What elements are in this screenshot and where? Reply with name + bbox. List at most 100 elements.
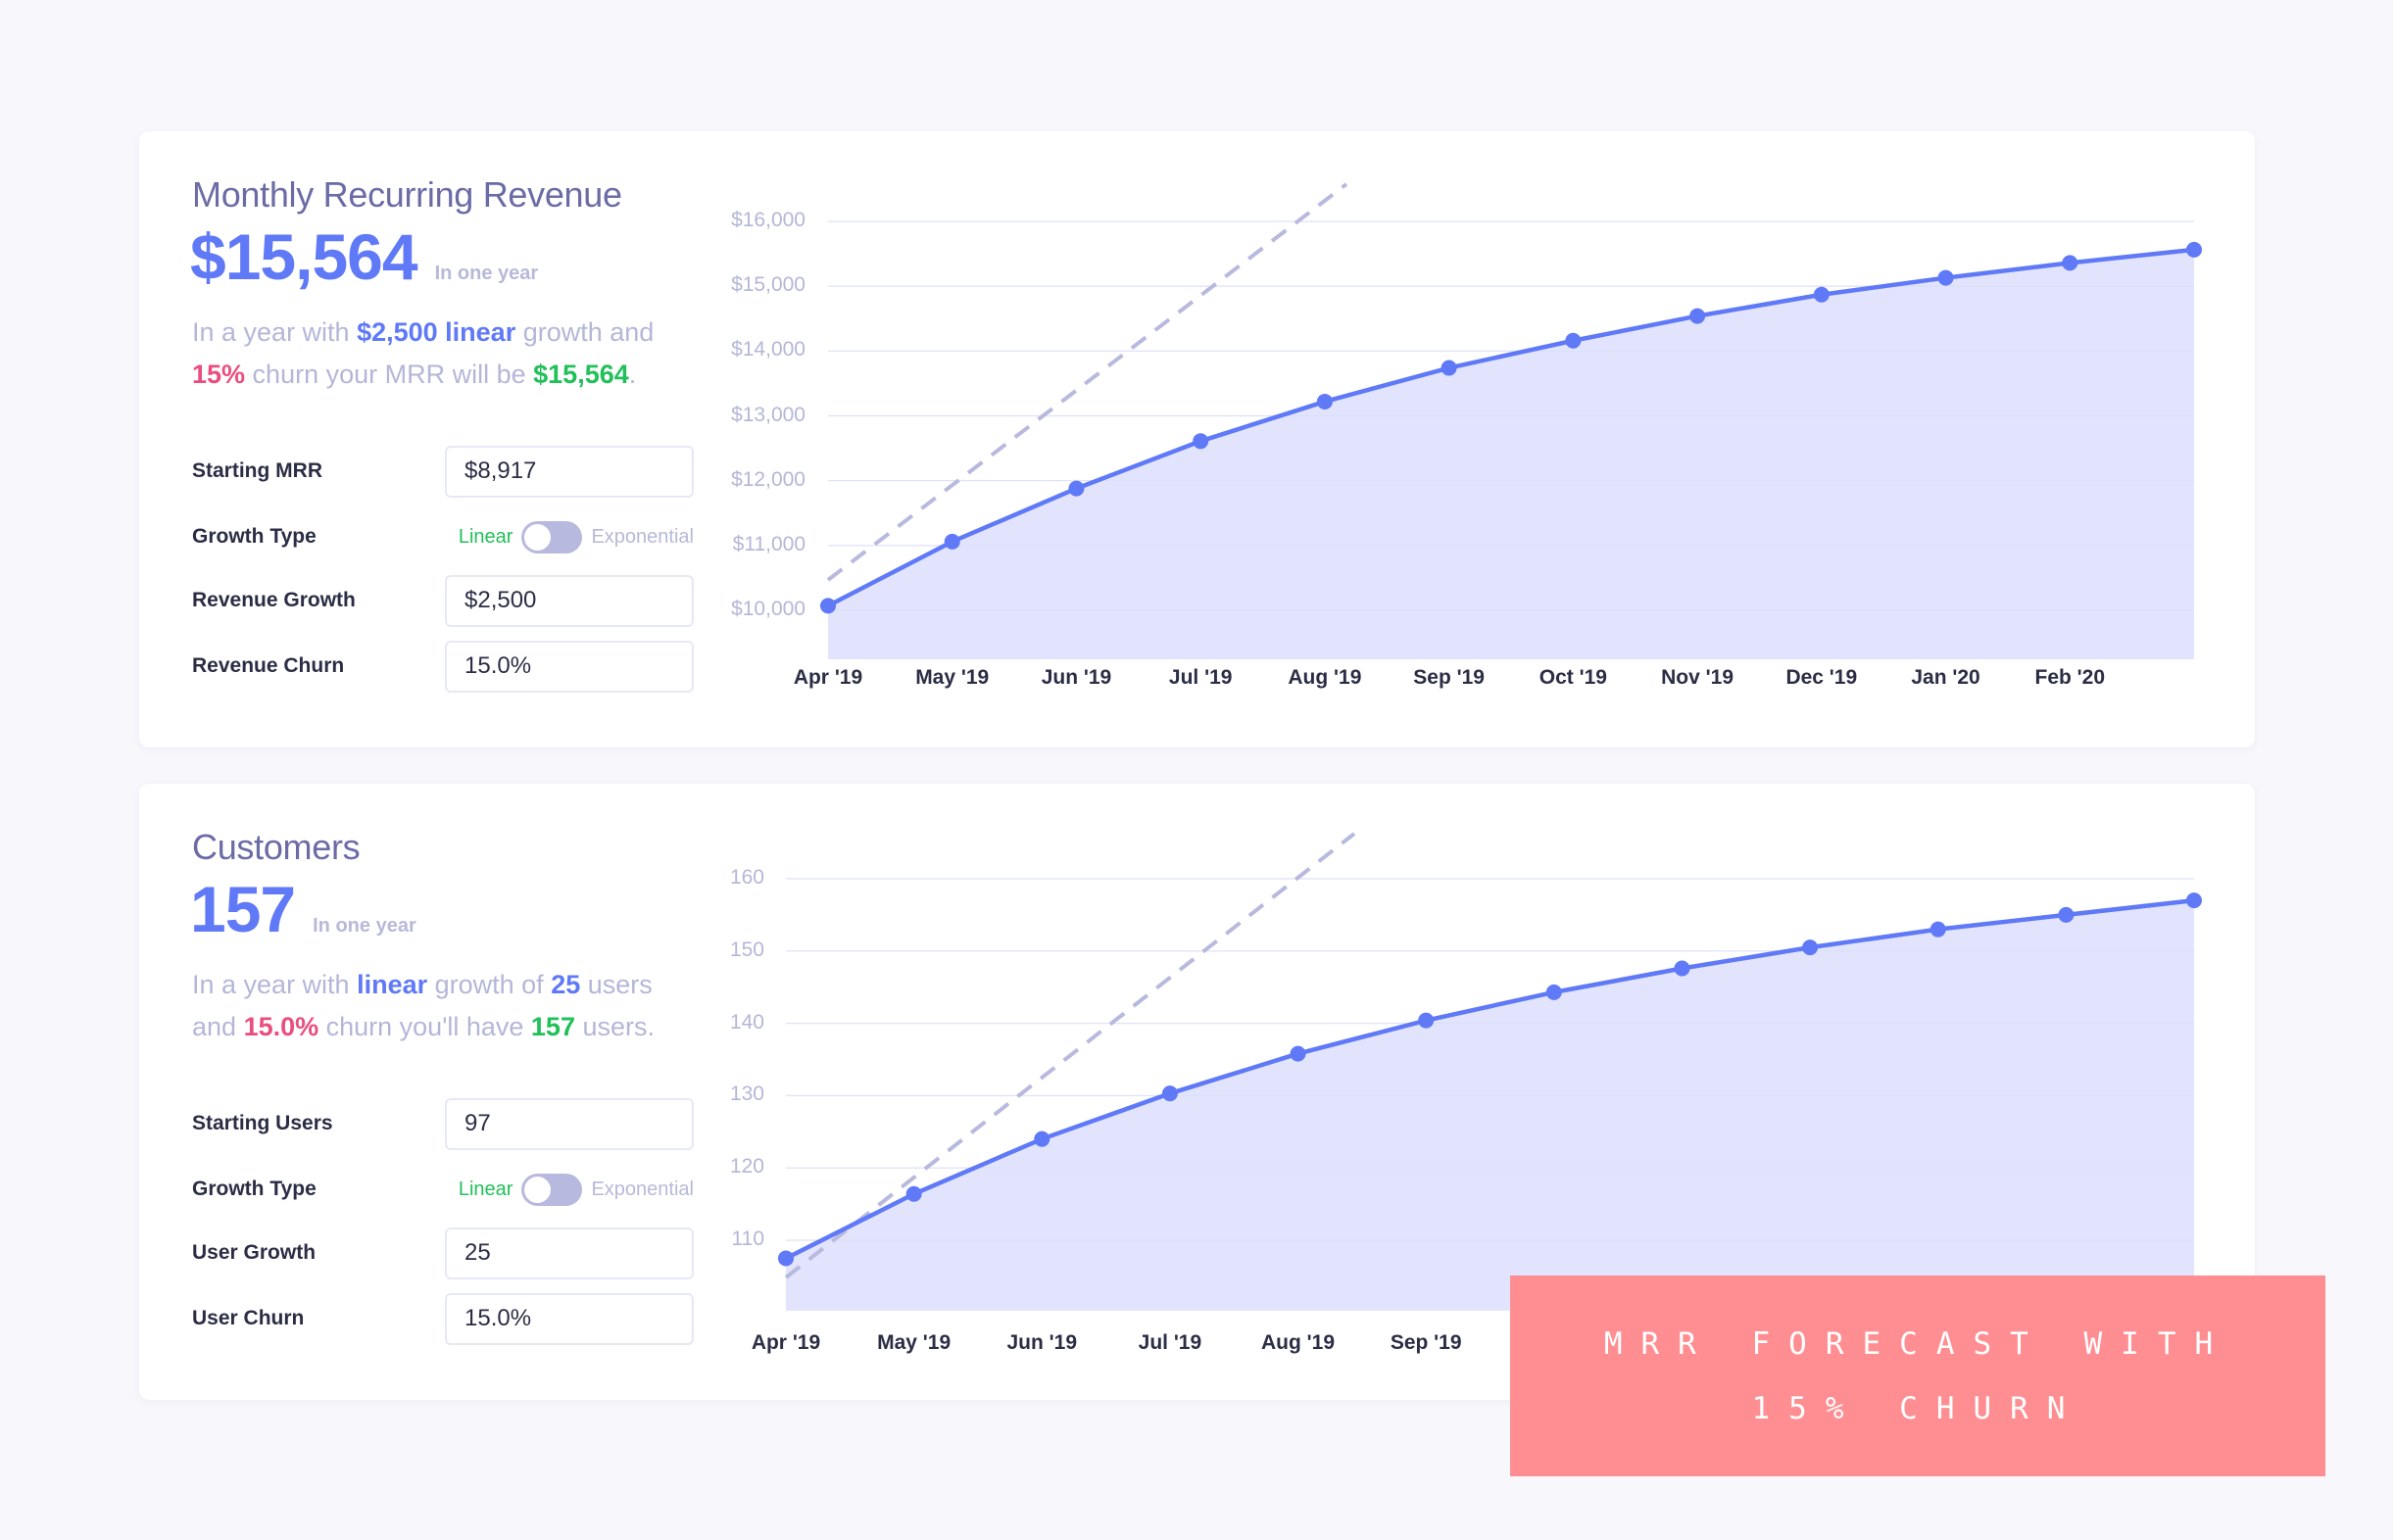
toggle-linear-label[interactable]: Linear bbox=[458, 1178, 513, 1200]
data-point[interactable] bbox=[1193, 433, 1209, 450]
summary-text: In a year with bbox=[192, 970, 358, 999]
toggle-linear-label[interactable]: Linear bbox=[458, 525, 513, 548]
summary-text: growth of bbox=[427, 970, 552, 999]
x-axis-label: Aug '19 bbox=[1261, 1331, 1336, 1354]
summary-growth: $2,500 linear bbox=[357, 317, 516, 347]
mrr-growth-type-row: Growth Type Linear Exponential bbox=[192, 510, 694, 563]
x-axis-label: Jun '19 bbox=[1006, 1331, 1078, 1354]
data-point[interactable] bbox=[1068, 480, 1085, 497]
customers-title: Customers bbox=[192, 827, 361, 867]
user-growth-label: User Growth bbox=[192, 1241, 317, 1264]
data-point[interactable] bbox=[1161, 1085, 1178, 1102]
series-line bbox=[826, 247, 2195, 608]
user-churn-input[interactable] bbox=[445, 1292, 694, 1345]
data-point[interactable] bbox=[1545, 984, 1562, 1000]
growth-type-label: Growth Type bbox=[192, 525, 317, 548]
x-axis-label: Feb '20 bbox=[2034, 666, 2106, 689]
growth-type-label: Growth Type bbox=[192, 1178, 317, 1200]
user-growth-row: User Growth bbox=[192, 1227, 694, 1279]
data-point[interactable] bbox=[1674, 960, 1690, 977]
summary-result: $15,564 bbox=[533, 360, 629, 389]
y-axis-label: $15,000 bbox=[731, 273, 806, 297]
summary-growth: 25 bbox=[551, 970, 581, 999]
x-axis-label: Dec '19 bbox=[1785, 666, 1858, 689]
revenue-churn-row: Revenue Churn bbox=[192, 640, 694, 693]
area-fill bbox=[828, 249, 2194, 659]
data-point[interactable] bbox=[1929, 921, 1946, 938]
data-point[interactable] bbox=[2186, 241, 2202, 258]
data-point[interactable] bbox=[905, 1185, 922, 1202]
data-point[interactable] bbox=[1565, 332, 1582, 349]
growth-type-toggle-group: Linear Exponential bbox=[446, 1173, 694, 1206]
starting-mrr-row: Starting MRR bbox=[192, 445, 694, 498]
x-axis-label: Apr '19 bbox=[793, 666, 863, 689]
summary-churn: 15% bbox=[192, 360, 246, 389]
data-point[interactable] bbox=[944, 533, 960, 550]
user-growth-input[interactable] bbox=[445, 1227, 694, 1279]
summary-text: and bbox=[192, 1012, 244, 1041]
customers-value: 157 bbox=[190, 873, 296, 945]
y-axis-label: $16,000 bbox=[731, 209, 806, 231]
customers-value-caption: In one year bbox=[313, 915, 416, 937]
data-point[interactable] bbox=[820, 598, 836, 614]
y-axis-label: $11,000 bbox=[732, 532, 806, 555]
y-axis-label: $12,000 bbox=[731, 467, 806, 491]
customers-summary: In a year with linear growth of 25 users… bbox=[192, 964, 702, 1048]
area-fill bbox=[786, 900, 2194, 1311]
data-point[interactable] bbox=[1316, 393, 1333, 409]
data-point[interactable] bbox=[778, 1250, 794, 1267]
toggle-exponential-label[interactable]: Exponential bbox=[591, 1178, 694, 1200]
data-point[interactable] bbox=[2062, 255, 2078, 271]
x-axis-label: Apr '19 bbox=[751, 1331, 821, 1354]
summary-growth-type: linear bbox=[357, 970, 428, 999]
data-point[interactable] bbox=[2058, 906, 2075, 923]
users-growth-type-row: Growth Type Linear Exponential bbox=[192, 1163, 694, 1216]
data-point[interactable] bbox=[1290, 1045, 1306, 1062]
x-axis-label: Sep '19 bbox=[1390, 1331, 1462, 1354]
data-point[interactable] bbox=[2186, 892, 2202, 909]
starting-users-row: Starting Users bbox=[192, 1097, 694, 1150]
toggle-exponential-label[interactable]: Exponential bbox=[591, 525, 694, 548]
summary-text: churn you'll have bbox=[318, 1012, 531, 1041]
x-axis-label: Nov '19 bbox=[1661, 666, 1734, 689]
mrr-value-caption: In one year bbox=[434, 263, 539, 284]
data-point[interactable] bbox=[1937, 269, 1954, 286]
revenue-growth-label: Revenue Growth bbox=[192, 589, 356, 611]
summary-text: users. bbox=[574, 1012, 655, 1041]
data-point[interactable] bbox=[1802, 939, 1819, 956]
toggle-knob bbox=[524, 523, 552, 551]
caption-banner: MRR FORECAST WITH 15% CHURN bbox=[1510, 1275, 2325, 1476]
data-point[interactable] bbox=[1034, 1131, 1050, 1147]
growth-type-toggle[interactable] bbox=[521, 520, 583, 553]
mrr-headline: $15,564 In one year bbox=[190, 219, 538, 294]
revenue-growth-input[interactable] bbox=[445, 574, 694, 627]
no-churn-projection-line bbox=[826, 182, 1348, 582]
caption-line-1: MRR FORECAST WITH bbox=[1603, 1325, 2232, 1362]
starting-mrr-input[interactable] bbox=[445, 445, 694, 498]
x-axis-label: Jul '19 bbox=[1168, 666, 1233, 689]
x-axis-label: Jun '19 bbox=[1041, 666, 1112, 689]
caption-line-2: 15% CHURN bbox=[1751, 1390, 2084, 1426]
user-churn-row: User Churn bbox=[192, 1292, 694, 1345]
x-axis-label: May '19 bbox=[915, 666, 990, 689]
mrr-card: Monthly Recurring Revenue $15,564 In one… bbox=[139, 131, 2255, 747]
data-point[interactable] bbox=[1441, 360, 1457, 376]
data-point[interactable] bbox=[1418, 1012, 1435, 1029]
revenue-churn-label: Revenue Churn bbox=[192, 654, 345, 677]
customers-headline: 157 In one year bbox=[190, 872, 416, 946]
data-point[interactable] bbox=[1813, 286, 1830, 303]
starting-mrr-label: Starting MRR bbox=[192, 459, 322, 482]
y-axis-label: $14,000 bbox=[731, 338, 806, 361]
no-churn-projection-line bbox=[784, 832, 1356, 1279]
growth-type-toggle[interactable] bbox=[521, 1173, 583, 1206]
data-point[interactable] bbox=[1689, 308, 1706, 324]
toggle-knob bbox=[524, 1176, 552, 1203]
summary-text: churn your MRR will be bbox=[245, 360, 534, 389]
summary-result: 157 bbox=[530, 1012, 575, 1041]
revenue-churn-input[interactable] bbox=[445, 640, 694, 693]
summary-text: In a year with bbox=[192, 317, 358, 347]
x-axis-label: Jul '19 bbox=[1138, 1331, 1202, 1354]
revenue-growth-row: Revenue Growth bbox=[192, 574, 694, 627]
starting-users-input[interactable] bbox=[445, 1097, 694, 1150]
user-churn-label: User Churn bbox=[192, 1307, 305, 1329]
